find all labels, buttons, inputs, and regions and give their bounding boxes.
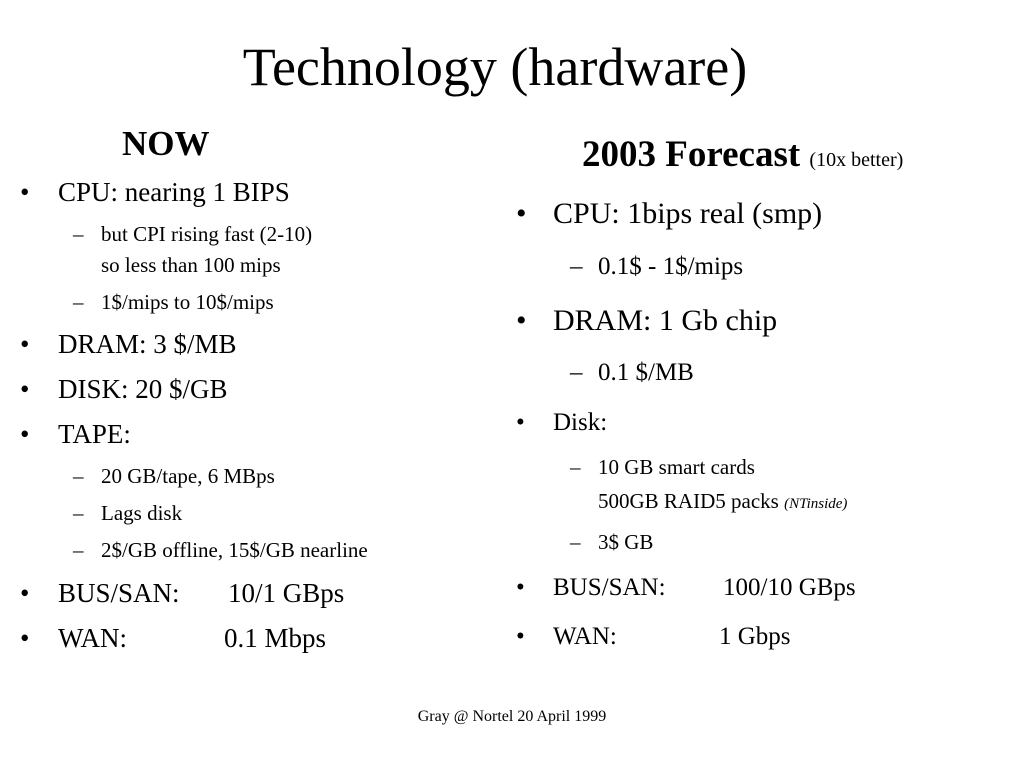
bullet-icon: • [20, 623, 30, 653]
bullet-icon: • [516, 409, 525, 436]
forecast-heading: 2003 Forecast (10x better) [582, 133, 903, 182]
forecast-dram: DRAM: 1 Gb chip [553, 304, 778, 337]
now-bus-label: BUS/SAN: [58, 578, 180, 608]
dash-icon: – [73, 222, 84, 246]
now-tape: TAPE: [58, 419, 131, 449]
bullet-icon: • [516, 304, 527, 337]
bullet-icon: • [516, 623, 525, 650]
now-wan-value: 0.1 Mbps [224, 623, 327, 653]
bullet-icon: • [20, 374, 30, 404]
forecast-disk-item: 500GB RAID5 packs (NTinside) [598, 487, 847, 518]
forecast-wan-value: 1 Gbps [719, 623, 791, 650]
bullet-icon: • [20, 177, 30, 207]
forecast-note: (10x better) [809, 149, 904, 171]
dash-icon: – [73, 538, 84, 562]
dash-icon: – [570, 359, 583, 386]
now-cpi-line1: but CPI rising fast (2-10) [101, 222, 313, 246]
bullet-icon: • [516, 197, 527, 230]
now-cpu: CPU: nearing 1 BIPS [58, 177, 290, 207]
dash-icon: – [73, 290, 84, 314]
dash-icon: – [73, 501, 84, 525]
now-tape-item: 2$/GB offline, 15$/GB nearline [101, 538, 368, 562]
forecast-disk2-text: 500GB RAID5 packs [598, 489, 779, 513]
now-mips-cost: 1$/mips to 10$/mips [101, 290, 274, 314]
now-dram: DRAM: 3 $/MB [58, 329, 237, 359]
forecast-bus-value: 100/10 GBps [723, 574, 856, 601]
forecast-mips-cost: 0.1$ - 1$/mips [598, 253, 744, 280]
now-tape-item: 20 GB/tape, 6 MBps [101, 464, 275, 488]
bullet-icon: • [20, 578, 30, 608]
slide-title: Technology (hardware) [242, 37, 748, 97]
forecast-wan-label: WAN: [553, 623, 617, 650]
forecast-heading-text: 2003 Forecast [582, 134, 801, 175]
forecast-disk-item: 3$ GB [598, 530, 654, 554]
forecast-disk-item: 10 GB smart cards [598, 455, 755, 479]
now-bus-value: 10/1 GBps [228, 578, 345, 608]
now-cpi-line2: so less than 100 mips [101, 253, 281, 277]
forecast-dram-cost: 0.1 $/MB [598, 359, 694, 386]
dash-icon: – [570, 455, 581, 479]
bullet-icon: • [516, 574, 525, 601]
now-wan-label: WAN: [58, 623, 127, 653]
bullet-icon: • [20, 329, 30, 359]
now-heading: NOW [122, 124, 210, 163]
slide-footer: Gray @ Nortel 20 April 1999 [417, 708, 607, 725]
bullet-icon: • [20, 419, 30, 449]
dash-icon: – [73, 464, 84, 488]
forecast-disk2-note: (NTinside) [784, 496, 848, 512]
forecast-disk: Disk: [553, 409, 608, 436]
forecast-bus-label: BUS/SAN: [553, 574, 666, 601]
dash-icon: – [570, 530, 581, 554]
dash-icon: – [570, 253, 583, 280]
forecast-cpu: CPU: 1bips real (smp) [553, 197, 823, 230]
now-tape-item: Lags disk [101, 501, 183, 525]
now-disk: DISK: 20 $/GB [58, 374, 228, 404]
